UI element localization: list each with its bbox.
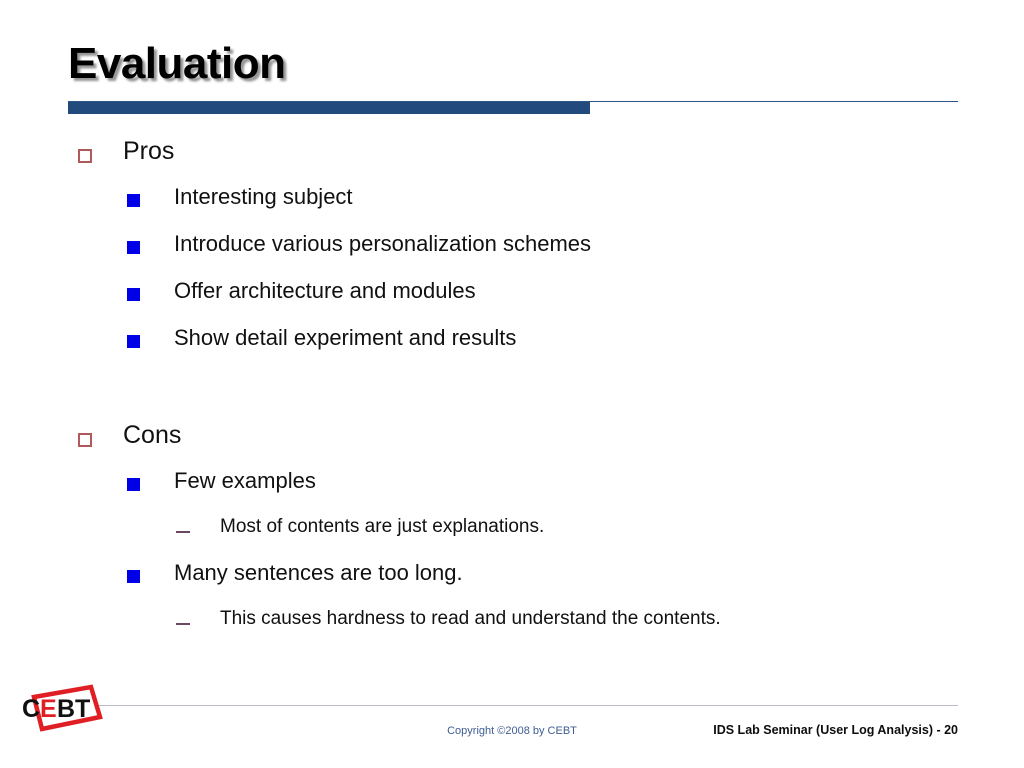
logo-letter-e: E (40, 695, 57, 723)
list-item: Interesting subject (0, 180, 1024, 227)
copyright-text: Copyright ©2008 by CEBT (447, 725, 577, 737)
hollow-square-bullet-icon (78, 433, 92, 447)
list-item: Show detail experiment and results (0, 321, 1024, 368)
title-underline-thick (68, 102, 590, 114)
list-item-label: Offer architecture and modules (174, 278, 476, 303)
list-item-label: Interesting subject (174, 184, 353, 209)
list-item: Pros (0, 132, 1024, 180)
list-item-label: Few examples (174, 468, 316, 493)
list-item: Offer architecture and modules (0, 274, 1024, 321)
slide-body: Pros Interesting subject Introduce various… (0, 132, 1024, 648)
list-spacer (0, 368, 1024, 416)
logo-frame-shape (31, 684, 103, 732)
list-item-label: Show detail experiment and results (174, 325, 517, 350)
list-item-label: Cons (123, 421, 182, 449)
filled-square-bullet-icon (127, 570, 140, 583)
hollow-square-bullet-icon (78, 149, 92, 163)
list-item: Cons (0, 416, 1024, 464)
filled-square-bullet-icon (127, 194, 140, 207)
slide-title: Evaluation (68, 39, 286, 88)
dash-bullet-icon (176, 531, 190, 533)
cebt-logo: C E BT (18, 684, 104, 732)
list-item: Introduce various personalization scheme… (0, 227, 1024, 274)
list-item: Many sentences are too long. (0, 556, 1024, 603)
filled-square-bullet-icon (127, 241, 140, 254)
filled-square-bullet-icon (127, 288, 140, 301)
list-item-label: This causes hardness to read and underst… (220, 608, 721, 629)
dash-bullet-icon (176, 623, 190, 625)
slide-reference-text: IDS Lab Seminar (User Log Analysis) - 20 (713, 723, 958, 737)
list-item-label: Many sentences are too long. (174, 560, 463, 585)
list-item: This causes hardness to read and underst… (0, 603, 1024, 648)
list-item: Most of contents are just explanations. (0, 511, 1024, 556)
cebt-logo-icon: C E BT (22, 684, 103, 732)
title-underline-thin (68, 101, 958, 102)
list-item-label: Most of contents are just explanations. (220, 516, 545, 537)
list-item: Few examples (0, 464, 1024, 511)
filled-square-bullet-icon (127, 335, 140, 348)
filled-square-bullet-icon (127, 478, 140, 491)
list-item-label: Introduce various personalization scheme… (174, 231, 592, 256)
logo-letters-bt: BT (57, 695, 90, 723)
footer-divider (96, 705, 958, 706)
list-item-label: Pros (123, 137, 175, 165)
logo-letter-c: C (22, 695, 40, 723)
